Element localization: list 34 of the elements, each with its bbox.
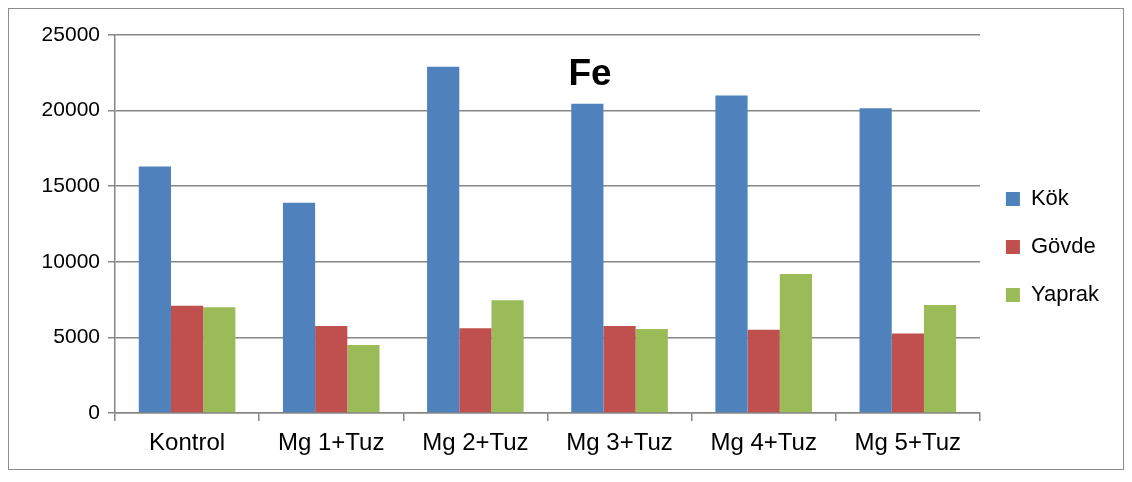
bar	[203, 307, 236, 413]
y-tick-label: 5000	[53, 324, 100, 348]
bar	[170, 305, 204, 413]
x-tick-label: Mg 1+Tuz	[277, 428, 385, 456]
bar	[571, 103, 604, 413]
bar	[747, 329, 780, 413]
x-tick-label: Mg 3+Tuz	[566, 428, 673, 456]
bar	[891, 333, 924, 413]
x-tick-label: Mg 4+Tuz	[710, 428, 817, 456]
bar	[923, 304, 957, 413]
bar	[347, 344, 380, 413]
bar	[491, 300, 524, 413]
y-tick-label: 10000	[41, 248, 100, 272]
y-tick-label: 25000	[41, 21, 100, 45]
text: Fe	[568, 52, 612, 93]
x-tick-label: Mg 2+Tuz	[422, 428, 529, 456]
legend-label: Kök	[1030, 185, 1070, 211]
y-tick-label: 20000	[41, 97, 100, 121]
bar	[315, 326, 348, 413]
bar	[282, 202, 316, 413]
x-tick-label: Mg 5+Tuz	[854, 428, 962, 456]
bar	[603, 326, 636, 413]
bar	[715, 95, 748, 413]
legend-label: Gövde	[1030, 233, 1096, 259]
legend-label: Yaprak	[1030, 281, 1100, 307]
bar	[138, 166, 171, 413]
y-tick-label: 0	[88, 399, 100, 423]
bar	[635, 329, 668, 413]
bar	[427, 66, 460, 413]
bar	[779, 273, 812, 413]
bar	[459, 328, 492, 413]
y-tick-label: 15000	[41, 173, 100, 196]
x-tick-label: Kontrol	[149, 428, 226, 456]
bar	[859, 108, 892, 413]
